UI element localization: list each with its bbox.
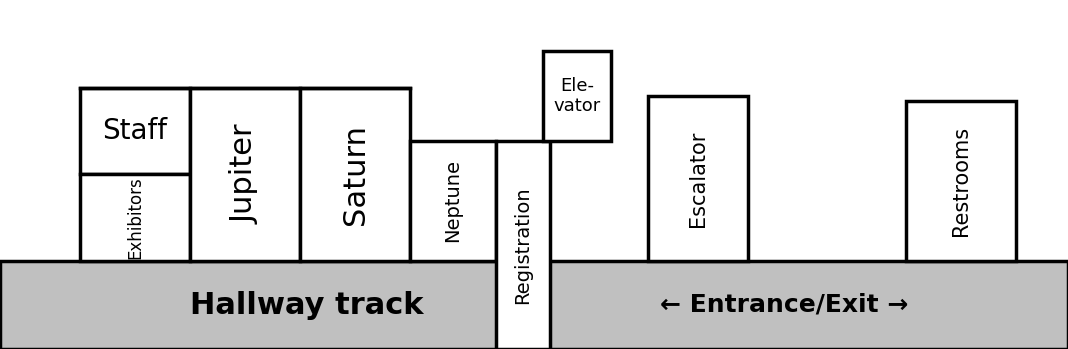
Bar	[80, 88, 190, 174]
Bar	[300, 88, 410, 261]
Bar	[906, 101, 1016, 261]
Text: Registration: Registration	[514, 186, 533, 304]
Text: Ele-
vator: Ele- vator	[553, 76, 600, 116]
Bar	[80, 174, 190, 261]
Text: Escalator: Escalator	[688, 130, 708, 227]
Bar	[0, 261, 1068, 349]
Text: ← Entrance/Exit →: ← Entrance/Exit →	[660, 293, 909, 317]
Bar	[496, 141, 550, 349]
Bar	[190, 88, 300, 261]
Bar	[648, 96, 748, 261]
Text: Restrooms: Restrooms	[951, 126, 971, 236]
Bar	[410, 141, 496, 261]
Text: Exhibitors: Exhibitors	[126, 176, 144, 259]
Text: Neptune: Neptune	[443, 159, 462, 243]
Bar	[543, 51, 611, 141]
Text: Hallway track: Hallway track	[190, 290, 424, 319]
Text: Jupiter: Jupiter	[231, 125, 260, 224]
Text: Saturn: Saturn	[341, 124, 370, 225]
Text: Staff: Staff	[103, 117, 168, 145]
